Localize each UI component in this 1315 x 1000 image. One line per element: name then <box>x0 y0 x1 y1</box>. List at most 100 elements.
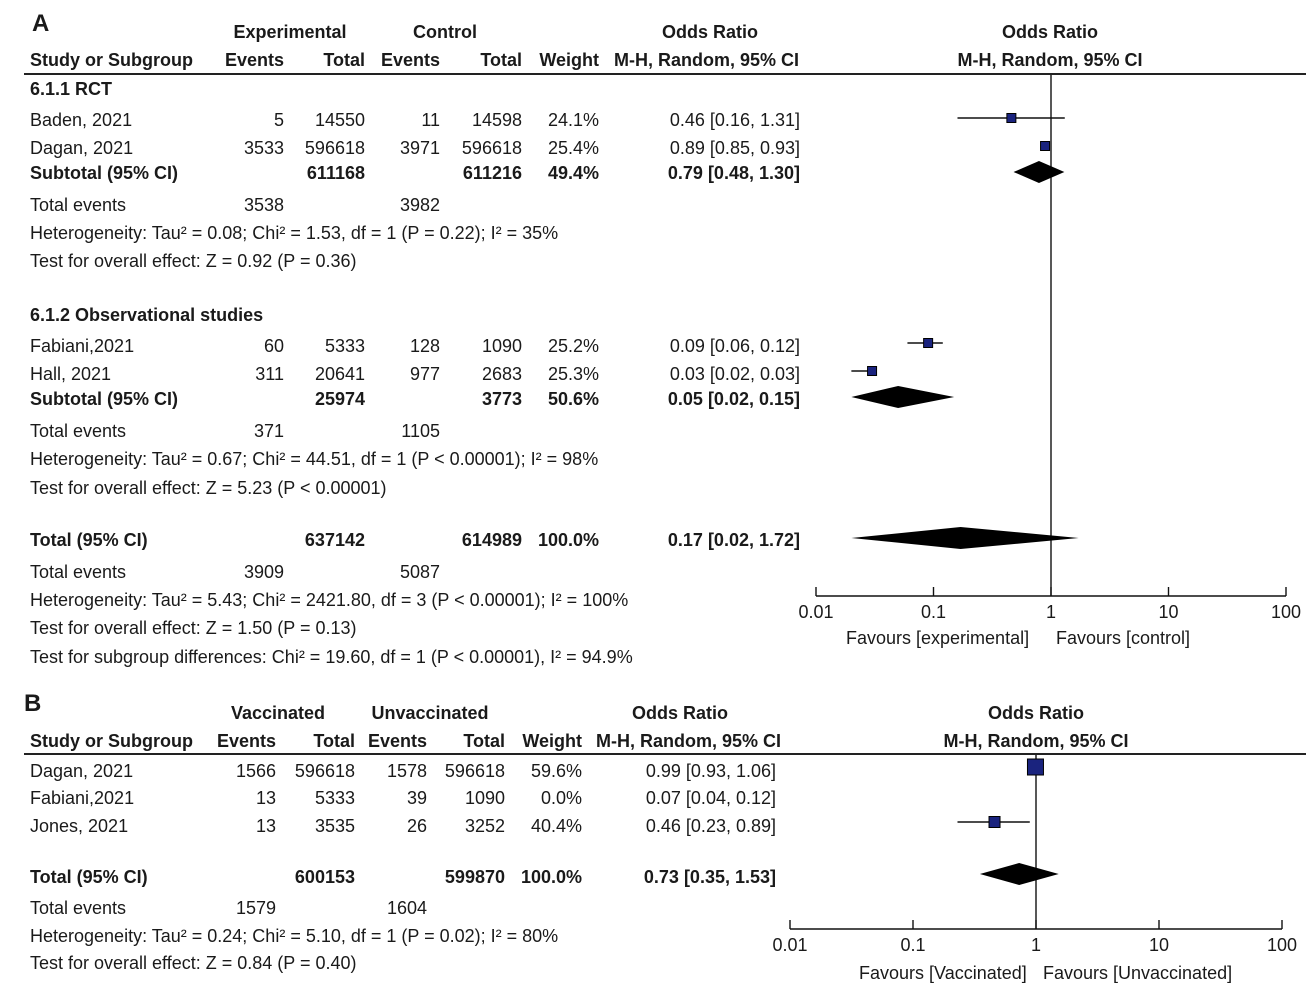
b-group1-header: Vaccinated <box>230 703 326 723</box>
a-events-ev2: 3982 <box>399 195 440 215</box>
b-axis-right-label: Favours [Unvaccinated] <box>1043 963 1233 983</box>
b-study-ci: 0.46 [0.23, 0.89] <box>645 816 776 836</box>
a-subtotal-label: Subtotal (95% CI) <box>30 389 179 409</box>
a-study-ev1: 5 <box>273 110 284 130</box>
b-total-events-ev2: 1604 <box>386 898 427 918</box>
a-study-weight: 25.2% <box>547 336 599 356</box>
a-header-rule <box>24 73 1306 75</box>
a-study-ev2: 977 <box>409 364 440 384</box>
a-study-tot1: 5333 <box>324 336 365 356</box>
a-sg1-title: 6.1.1 RCT <box>30 79 113 99</box>
b-overall-effect: Test for overall effect: Z = 0.84 (P = 0… <box>30 953 357 973</box>
b-study-ev2: 26 <box>406 816 427 836</box>
b-study-col-header: Study or Subgroup <box>30 731 193 751</box>
a-total-label: Total (95% CI) <box>30 530 148 550</box>
x-axis-tick-label: 0.1 <box>900 935 925 955</box>
a-weight-header: Weight <box>539 50 599 70</box>
b-study-tot1: 5333 <box>314 788 355 808</box>
a-study-ev2: 11 <box>421 110 440 130</box>
x-axis-tick-label: 0.1 <box>921 602 946 622</box>
a-study-tot2: 1090 <box>481 336 522 356</box>
a-subtotal-weight: 50.6% <box>547 389 599 409</box>
a-sg2-title: 6.1.2 Observational studies <box>30 305 264 325</box>
a-or-title-plot: Odds Ratio <box>1001 22 1098 42</box>
b-total-tot2: 599870 <box>444 867 505 887</box>
a-study-ev1: 3533 <box>243 138 284 158</box>
a-study-ev1: 311 <box>255 364 284 384</box>
total-diamond <box>851 527 1079 549</box>
a-subtotal-weight: 49.4% <box>547 163 599 183</box>
b-events2-header: Events <box>367 731 427 751</box>
a-study-name: Dagan, 2021 <box>30 138 134 158</box>
x-axis-tick-label: 10 <box>1149 935 1169 955</box>
b-events1-header: Events <box>216 731 276 751</box>
study-point-square <box>923 338 934 348</box>
subtotal-diamond <box>1013 161 1065 183</box>
a-subtotal-tot2: 3773 <box>481 389 522 409</box>
a-total-tot1: 637142 <box>304 530 365 550</box>
a-group1-header: Experimental <box>233 22 347 42</box>
b-header-rule <box>24 753 1306 755</box>
a-subtotal-ci: 0.79 [0.48, 1.30] <box>667 163 800 183</box>
b-total2-header: Total <box>463 731 505 751</box>
b-total-ci: 0.73 [0.35, 1.53] <box>643 867 776 887</box>
a-or-method-plot: M-H, Random, 95% CI <box>957 50 1143 70</box>
a-total-events-label: Total events <box>30 562 127 582</box>
a-subtotal-tot2: 611216 <box>462 163 522 183</box>
a-study-ev1: 60 <box>263 336 284 356</box>
b-or-method: M-H, Random, 95% CI <box>596 731 782 751</box>
a-study-weight: 25.4% <box>547 138 599 158</box>
b-total-events-ev1: 1579 <box>235 898 276 918</box>
b-group2-header: Unvaccinated <box>371 703 489 723</box>
x-axis-tick-label: 100 <box>1267 935 1297 955</box>
b-study-name: Fabiani,2021 <box>30 788 135 808</box>
b-study-weight: 0.0% <box>540 788 582 808</box>
b-study-tot1: 596618 <box>294 761 355 781</box>
b-study-ev1: 13 <box>255 816 276 836</box>
b-study-tot1: 3535 <box>314 816 355 836</box>
a-events-ev1: 371 <box>253 421 284 441</box>
b-study-tot2: 3252 <box>464 816 505 836</box>
a-study-weight: 25.3% <box>547 364 599 384</box>
b-total-weight: 100.0% <box>520 867 582 887</box>
x-axis-tick-label: 100 <box>1271 602 1301 622</box>
total-diamond <box>979 863 1059 885</box>
a-total-tot2: 614989 <box>461 530 522 550</box>
a-study-ci: 0.09 [0.06, 0.12] <box>669 336 800 356</box>
b-study-tot2: 1090 <box>464 788 505 808</box>
a-total-weight: 100.0% <box>537 530 599 550</box>
a-total-heterogeneity: Heterogeneity: Tau² = 5.43; Chi² = 2421.… <box>30 590 629 610</box>
b-study-ci: 0.07 [0.04, 0.12] <box>645 788 776 808</box>
a-overall-effect: Test for overall effect: Z = 0.92 (P = 0… <box>30 251 357 271</box>
study-point-square <box>988 816 1001 828</box>
b-axis-left-label: Favours [Vaccinated] <box>859 963 1027 983</box>
a-subtotal-label: Subtotal (95% CI) <box>30 163 179 183</box>
a-or-title: Odds Ratio <box>661 22 758 42</box>
a-total2-header: Total <box>480 50 522 70</box>
a-total1-header: Total <box>323 50 365 70</box>
a-events1-header: Events <box>224 50 284 70</box>
a-study-ev2: 128 <box>409 336 440 356</box>
a-study-tot1: 596618 <box>304 138 365 158</box>
a-study-weight: 24.1% <box>547 110 599 130</box>
x-axis-tick-label: 10 <box>1158 602 1178 622</box>
b-study-name: Dagan, 2021 <box>30 761 134 781</box>
a-events-ev1: 3538 <box>243 195 284 215</box>
b-study-ev2: 1578 <box>386 761 427 781</box>
a-study-tot2: 2683 <box>481 364 522 384</box>
a-study-tot2: 596618 <box>461 138 522 158</box>
b-study-ev1: 13 <box>255 788 276 808</box>
b-study-name: Jones, 2021 <box>30 816 129 836</box>
x-axis-tick-label: 0.01 <box>798 602 833 622</box>
study-point-square <box>1006 113 1017 123</box>
subtotal-diamond <box>851 386 955 408</box>
a-study-ci: 0.46 [0.16, 1.31] <box>669 110 800 130</box>
a-group2-header: Control <box>413 22 477 42</box>
a-total-events-ev1: 3909 <box>243 562 284 582</box>
b-or-title-plot: Odds Ratio <box>987 703 1084 723</box>
b-total-label: Total (95% CI) <box>30 867 148 887</box>
study-point-square <box>867 366 878 376</box>
a-heterogeneity: Heterogeneity: Tau² = 0.67; Chi² = 44.51… <box>30 449 599 469</box>
a-total-events-ev2: 5087 <box>399 562 440 582</box>
